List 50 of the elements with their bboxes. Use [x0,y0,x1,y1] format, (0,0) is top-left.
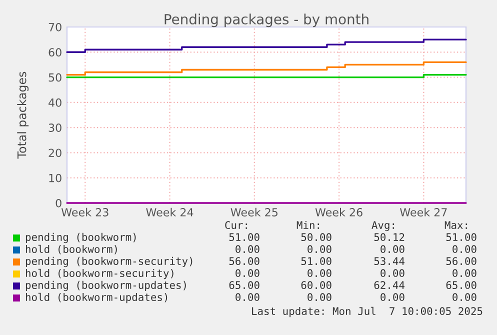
text: 0.00 [452,293,476,302]
text: Min: [296,220,320,229]
text: Avg: [372,221,394,232]
text: Max: [444,221,468,230]
text: 0.00 [308,293,332,302]
text: 0.00 [380,269,404,278]
y-axis-title: Total packages [17,72,29,159]
y-tick-label: 30 [48,124,62,132]
text: 56.00 [446,257,476,266]
legend-label: pending (bookworm-security) [26,256,192,268]
text: 0.00 [236,293,260,302]
text: 65.00 [446,281,476,290]
text: 0.00 [452,269,476,278]
chart-title: Pending packages - by month [164,14,368,28]
text: 0.00 [452,245,476,254]
x-tick-label: Week 23 [61,208,108,216]
x-tick-label: Week 24 [146,208,194,216]
y-tick-label: 50 [48,73,62,82]
y-tick-label: 40 [48,98,62,107]
legend-label: pending (bookworm) [26,232,136,244]
text: Last update: Mon Jul 7 10:00:05 2025 [252,306,482,318]
text: 51.00 [446,233,476,242]
text: 53.44 [374,257,405,266]
text: 50.12 [374,233,404,242]
y-tick-label: 10 [49,174,62,182]
text: 0.00 [236,269,260,278]
text: 0.00 [236,245,260,254]
x-tick-label: Week 26 [315,208,362,216]
legend-label: hold (bookworm) [26,244,117,254]
x-tick-label: Week 27 [400,208,447,216]
text: 0.00 [308,269,332,278]
legend-label: hold (bookworm-updates) [26,292,168,304]
text: 56.00 [229,257,260,266]
text: 50.00 [301,233,332,242]
y-tick-label: 0 [56,198,62,208]
text: 0.00 [380,293,404,302]
text: 62.44 [374,281,405,290]
legend-label: pending (bookworm-updates) [26,280,186,292]
y-tick-label: 20 [48,148,62,158]
y-tick-label: 70 [48,22,62,32]
text: 60.00 [301,281,332,290]
y-tick-label: 60 [48,48,62,57]
legend-label: hold (bookworm-security) [26,268,174,280]
text: 65.00 [229,281,260,290]
x-tick-label: Week 25 [230,208,278,216]
text: Cur: [225,221,248,230]
text: 51.00 [229,233,260,242]
text: 0.00 [380,245,404,254]
text: 51.00 [301,257,332,266]
text: 0.00 [308,245,332,254]
